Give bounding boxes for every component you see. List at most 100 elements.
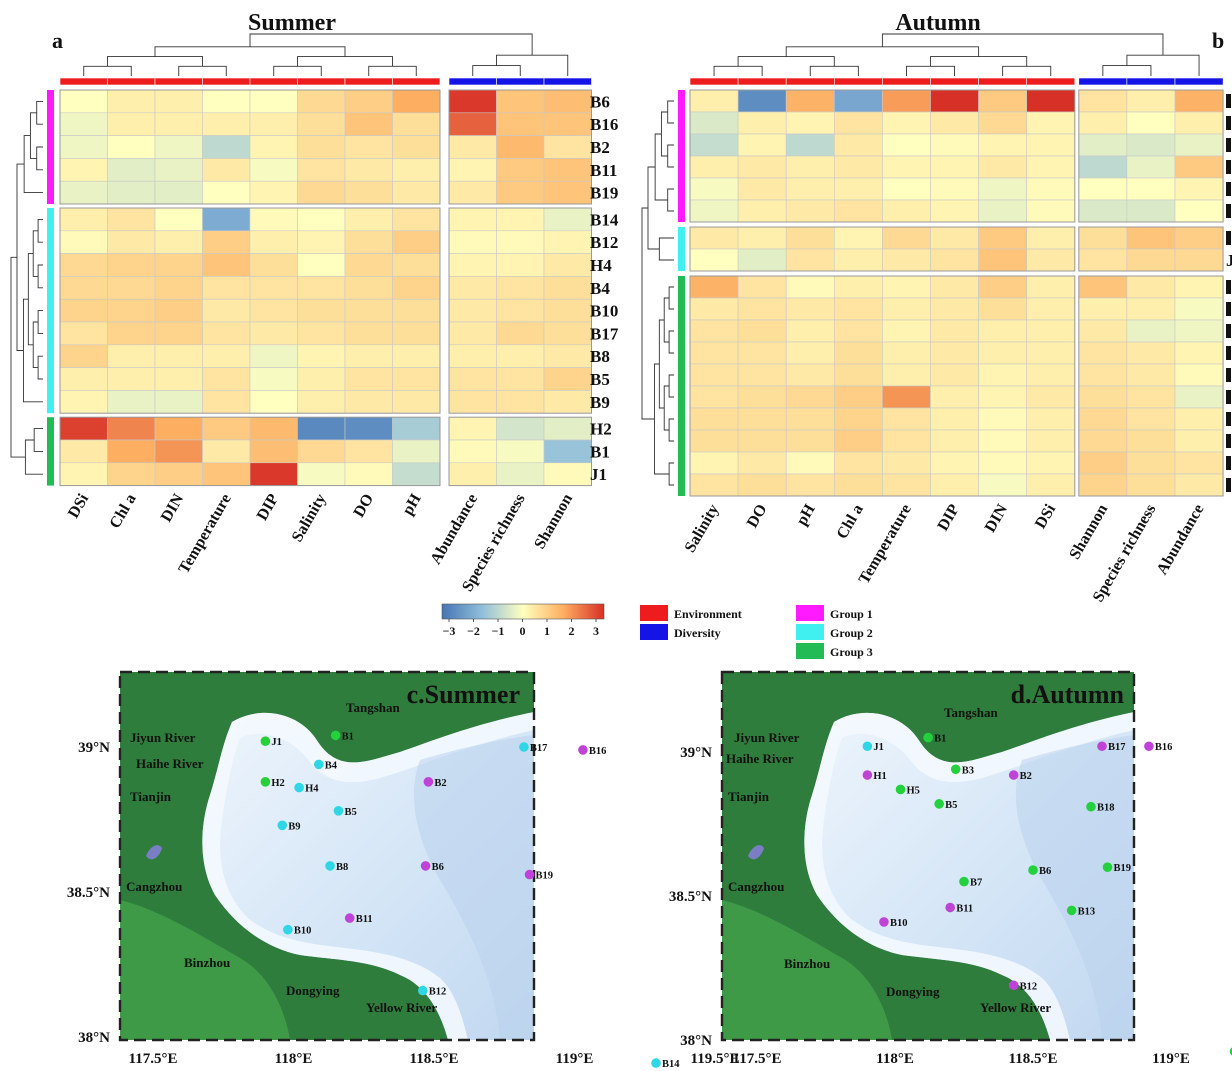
heatmap-cell	[107, 439, 156, 464]
heatmap-cell	[1078, 89, 1128, 113]
heatmap-cell	[59, 321, 108, 346]
heatmap-cell	[833, 363, 883, 387]
heatmap-cell	[978, 363, 1027, 387]
heatmap-cell	[59, 390, 108, 414]
heatmap-cell	[1078, 363, 1128, 387]
heatmap-cell	[59, 276, 108, 300]
heatmap-cell	[930, 89, 979, 113]
heatmap-cell	[448, 390, 497, 414]
map-frame-summer	[118, 670, 536, 1042]
heatmap-cell	[737, 429, 787, 453]
place-jiyun-river: Jiyun River	[130, 730, 196, 745]
heatmap-cell	[1026, 111, 1076, 135]
station-label: B12	[1020, 981, 1038, 992]
heatmap-cell	[392, 112, 441, 136]
heatmap-cell	[249, 253, 298, 277]
heatmap-cell	[833, 451, 883, 475]
heatmap-cell	[1026, 297, 1076, 321]
column-category-bar	[496, 77, 545, 86]
stations-autumn: J1B1H1B3H5B5B2B17B16B18B15B6B19B7B11B13B…	[862, 732, 1232, 1056]
row-label: B17	[590, 324, 619, 343]
heatmap-cell	[392, 207, 441, 232]
heatmap-cell	[882, 248, 931, 272]
station-label: J1	[271, 737, 282, 748]
heatmap-cell	[344, 135, 393, 159]
colorbar-tick-label: −1	[492, 624, 505, 638]
heatmap-cell	[882, 89, 931, 113]
place-binzhou: Binzhou	[784, 956, 830, 971]
heatmap-cell	[154, 207, 203, 232]
map-frame-autumn	[720, 670, 1136, 1042]
dendrogram-branch	[737, 56, 835, 67]
heatmap-cell	[930, 407, 979, 431]
heatmap-cell	[543, 462, 592, 486]
heatmap-cell	[249, 112, 298, 136]
heatmap-cell	[1026, 226, 1076, 250]
column-category-bar	[448, 77, 497, 86]
station-marker	[862, 741, 873, 752]
heatmap-cell	[297, 276, 346, 300]
legend-swatch-group3	[796, 643, 824, 659]
heatmap-cell	[448, 298, 497, 323]
legend-label-diversity: Diversity	[674, 626, 721, 640]
lon-label: 119°E	[1152, 1051, 1190, 1067]
heatmap-cell	[930, 133, 979, 157]
heatmap-cell	[833, 111, 883, 135]
heatmap-cell	[1026, 429, 1076, 453]
heatmap-cell	[448, 112, 497, 136]
heatmap-cell	[543, 89, 592, 114]
row-group-bar-3	[47, 417, 54, 486]
heatmap-cell	[59, 207, 108, 232]
station-marker	[333, 806, 344, 816]
heatmap-cell	[1078, 177, 1128, 201]
heatmap-block-border	[59, 416, 441, 487]
heatmap-cell	[978, 111, 1027, 135]
dendrogram-branch	[37, 310, 43, 334]
heatmap-cell	[249, 416, 298, 441]
station-label: H2	[271, 778, 284, 789]
row-label: B1	[590, 442, 610, 461]
heatmap-cell	[249, 180, 298, 205]
heatmap-cell	[496, 344, 545, 368]
heatmap-cell	[154, 230, 203, 254]
heatmap-cell	[1126, 133, 1176, 157]
heatmap-cell	[1126, 155, 1176, 179]
column-label: Chl a	[834, 502, 867, 542]
heatmap-cell	[202, 89, 251, 114]
heatmap-cell	[448, 367, 497, 391]
place-tianjin: Tianjin	[728, 789, 770, 804]
place-jiyun-river: Jiyun River	[734, 730, 800, 745]
heatmap-cell	[107, 230, 156, 254]
legend-swatch-group1	[796, 605, 824, 621]
heatmap-cell	[344, 462, 393, 486]
heatmap-cell	[978, 407, 1027, 431]
heatmap-cell	[978, 385, 1027, 409]
heatmap-block-border	[59, 89, 441, 205]
heatmap-cell	[737, 297, 787, 321]
map-axes-autumn: 39°N 38.5°N 38°N 117.5°E 118°E 118.5°E 119°E 11…	[669, 745, 1190, 1067]
column-label: DIN	[158, 491, 188, 525]
dendrogram-branch	[668, 374, 674, 398]
heatmap-cell	[737, 89, 787, 113]
station-marker	[277, 820, 288, 831]
heatmap-cell	[392, 253, 441, 277]
heatmap-cell	[1026, 275, 1076, 299]
heatmap-cell	[978, 451, 1027, 475]
lon-label: 119.5°E	[691, 1051, 740, 1067]
heatmap-cell	[1078, 297, 1128, 321]
tianjin-lake	[146, 845, 162, 860]
heatmap-cell	[202, 439, 251, 464]
station-marker	[959, 876, 969, 887]
heatmap-cell	[1078, 429, 1128, 453]
place-binzhou: Binzhou	[184, 955, 230, 970]
legend-swatch-diversity	[640, 624, 668, 640]
heatmap-cell	[448, 462, 497, 486]
heatmap-cell	[154, 89, 203, 114]
heatmap-cell	[202, 462, 251, 486]
heatmap-cell	[107, 276, 156, 300]
row-label: B8	[590, 347, 610, 366]
heatmap-cell	[392, 135, 441, 159]
heatmap-cell	[978, 275, 1027, 299]
heatmap-cell	[392, 462, 441, 486]
heatmap-cell	[1174, 473, 1224, 497]
